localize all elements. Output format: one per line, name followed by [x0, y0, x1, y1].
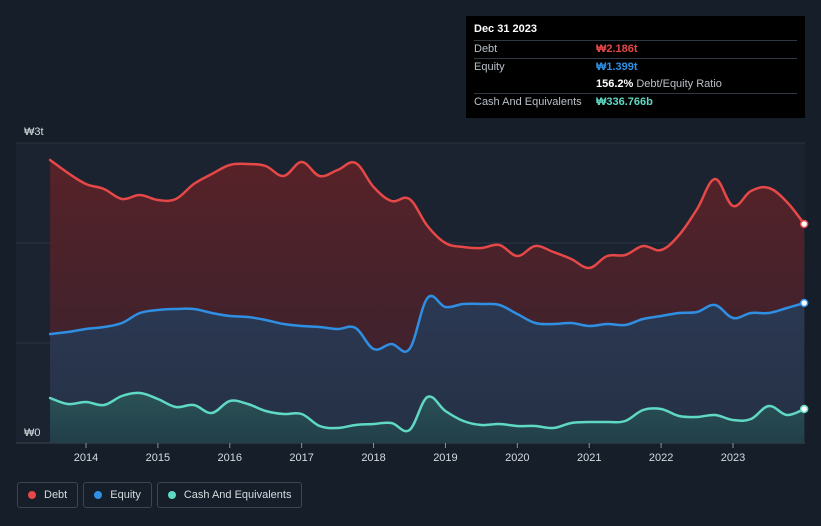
x-tick-label: 2019	[433, 452, 457, 464]
x-tick-label: 2020	[505, 452, 529, 464]
equity-line	[48, 294, 806, 353]
equity-dot-icon	[94, 491, 103, 499]
cash-area	[50, 392, 805, 443]
legend-item-debt[interactable]: Debt	[17, 482, 79, 508]
legend-cash-label: Cash And Equivalents	[183, 489, 292, 501]
tooltip-debt-value: ₩2.186t	[596, 43, 638, 55]
debt-dot-icon	[28, 491, 36, 499]
equity-endpoint[interactable]	[799, 298, 809, 308]
x-tick-label: 2015	[146, 452, 170, 464]
tooltip-ratio-label: Debt/Equity Ratio	[636, 78, 722, 90]
legend-equity-label: Equity	[110, 489, 141, 501]
cash-endpoint[interactable]	[799, 404, 809, 414]
tooltip-row-ratio: 156.2% Debt/Equity Ratio	[474, 76, 797, 93]
legend-item-equity[interactable]: Equity	[83, 482, 152, 508]
debt-line	[48, 158, 806, 270]
x-tick-label: 2016	[218, 452, 242, 464]
tooltip-ratio: 156.2% Debt/Equity Ratio	[596, 76, 722, 93]
tooltip-debt-label: Debt	[474, 43, 498, 55]
tooltip-equity-value: ₩1.399t	[596, 61, 638, 73]
tooltip-cash-label: Cash And Equivalents	[474, 96, 582, 108]
tooltip-cash-value: ₩336.766b	[596, 96, 653, 108]
y-tick-label-max: ₩3t	[24, 126, 44, 138]
tooltip-row-cash: Cash And Equivalents ₩336.766b	[474, 93, 797, 111]
tooltip-panel: Dec 31 2023 Debt ₩2.186t Equity ₩1.399t …	[466, 16, 805, 118]
x-tick-label: 2023	[721, 452, 745, 464]
legend: Debt Equity Cash And Equivalents	[17, 482, 303, 508]
x-tick-label: 2021	[577, 452, 601, 464]
y-tick-label-min: ₩0	[24, 427, 41, 439]
tooltip-row-equity: Equity ₩1.399t	[474, 58, 797, 76]
cash-dot-icon	[167, 491, 176, 499]
x-tick-label: 2017	[289, 452, 313, 464]
tooltip-date: Dec 31 2023	[474, 23, 537, 35]
tooltip-ratio-value: 156.2%	[596, 78, 634, 90]
x-tick-label: 2014	[74, 452, 98, 464]
x-tick-label: 2018	[361, 452, 385, 464]
tooltip-equity-label: Equity	[474, 61, 505, 73]
legend-item-cash[interactable]: Cash And Equivalents	[156, 482, 303, 508]
tooltip-row-debt: Debt ₩2.186t	[474, 40, 797, 58]
debt-endpoint[interactable]	[799, 219, 809, 229]
cash-line	[48, 391, 806, 433]
legend-debt-label: Debt	[44, 489, 68, 501]
x-tick-label: 2022	[649, 452, 673, 464]
